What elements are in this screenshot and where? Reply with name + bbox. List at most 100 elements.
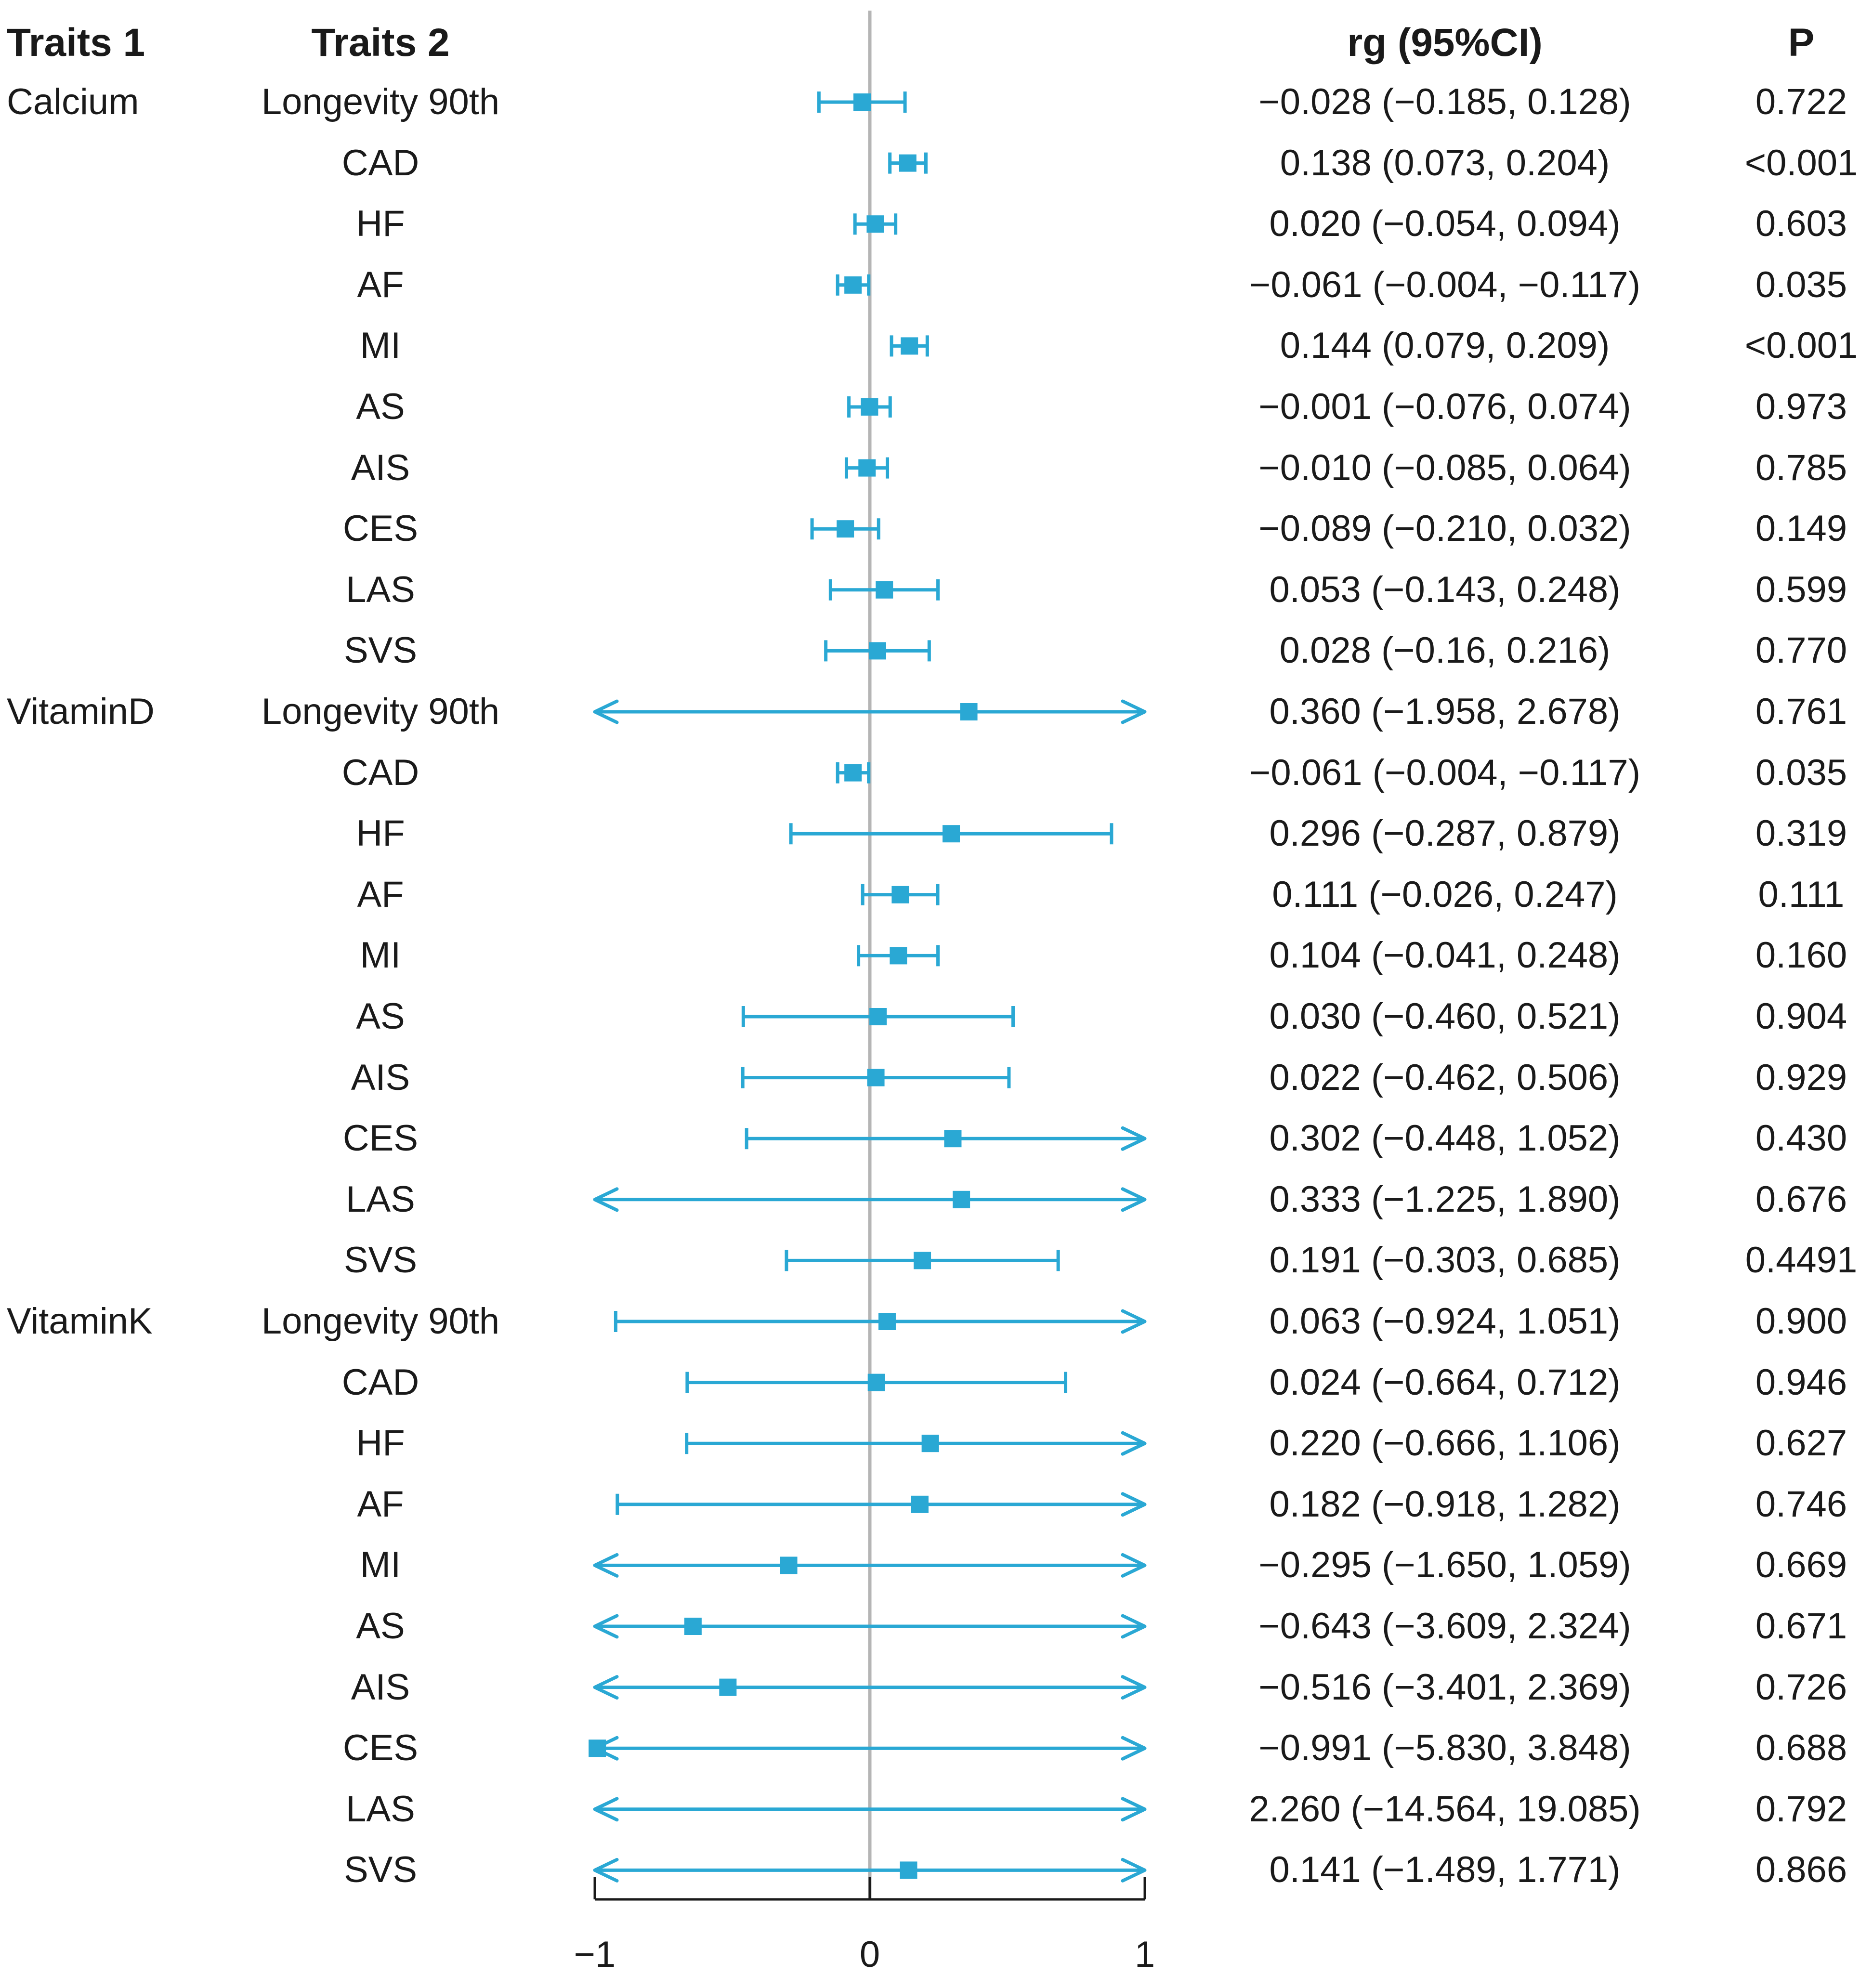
p-value-label: 0.669: [1755, 1544, 1847, 1586]
rg-ci-label: −0.028 (−0.185, 0.128): [1258, 81, 1631, 122]
point-estimate-marker: [900, 1861, 917, 1879]
header-traits1: Traits 1: [7, 21, 145, 65]
trait2-label: CES: [342, 1727, 419, 1769]
point-estimate-marker: [943, 825, 960, 843]
rg-ci-label: −0.991 (−5.830, 3.848): [1258, 1727, 1631, 1769]
ci-right-arrow: [1121, 1553, 1147, 1578]
ci-right-arrow: [1121, 1431, 1147, 1456]
trait2-label: LAS: [346, 1788, 415, 1830]
rg-ci-label: 0.302 (−0.448, 1.052): [1269, 1118, 1621, 1159]
trait2-label: CAD: [341, 142, 419, 183]
p-value-label: 0.785: [1755, 447, 1847, 488]
rg-ci-label: 0.028 (−0.16, 0.216): [1279, 630, 1611, 671]
x-tick-label: 1: [1135, 1934, 1155, 1975]
p-value-label: 0.319: [1755, 813, 1847, 854]
trait2-label: MI: [360, 1544, 401, 1586]
ci-left-arrow: [593, 1614, 619, 1639]
ci-left-arrow: [593, 1797, 619, 1822]
p-value-label: 0.688: [1755, 1727, 1847, 1769]
point-estimate-marker: [921, 1435, 939, 1452]
trait2-label: AS: [356, 1606, 405, 1647]
rg-ci-label: 0.022 (−0.462, 0.506): [1269, 1057, 1621, 1098]
point-estimate-marker: [684, 1618, 702, 1635]
ci-right-arrow: [1121, 1614, 1147, 1639]
trait1-label: Calcium: [7, 81, 139, 122]
p-value-label: 0.035: [1755, 752, 1847, 793]
trait2-label: CES: [342, 508, 419, 549]
p-value-label: 0.035: [1755, 264, 1847, 305]
trait2-label: HF: [356, 203, 405, 245]
trait2-label: SVS: [343, 1240, 418, 1281]
rg-ci-label: 0.030 (−0.460, 0.521): [1269, 996, 1621, 1037]
rg-ci-label: 2.260 (−14.564, 19.085): [1249, 1788, 1641, 1830]
rg-ci-label: 0.141 (−1.489, 1.771): [1269, 1849, 1621, 1891]
point-estimate-marker: [911, 1495, 929, 1513]
p-value-label: 0.946: [1755, 1361, 1847, 1403]
p-value-label: 0.676: [1755, 1178, 1847, 1220]
point-estimate-marker: [867, 1373, 885, 1391]
trait2-label: MI: [360, 935, 401, 976]
trait1-label: VitaminK: [7, 1301, 153, 1342]
p-value-label: 0.603: [1755, 203, 1847, 245]
trait2-label: SVS: [343, 1849, 418, 1891]
p-value-label: 0.866: [1755, 1849, 1847, 1891]
trait2-label: AIS: [351, 447, 410, 488]
ci-left-arrow: [593, 1857, 619, 1883]
rg-ci-label: 0.296 (−0.287, 0.879): [1269, 813, 1621, 854]
trait2-label: AF: [357, 874, 404, 915]
point-estimate-marker: [899, 154, 917, 172]
point-estimate-marker: [878, 1313, 896, 1330]
rg-ci-label: −0.295 (−1.650, 1.059): [1258, 1544, 1631, 1586]
point-estimate-marker: [719, 1678, 737, 1696]
p-value-label: 0.792: [1755, 1788, 1847, 1830]
point-estimate-marker: [944, 1130, 962, 1148]
rg-ci-label: −0.010 (−0.085, 0.064): [1258, 447, 1631, 488]
ci-left-arrow: [593, 1187, 619, 1212]
point-estimate-marker: [890, 947, 907, 965]
p-value-label: 0.671: [1755, 1606, 1847, 1647]
trait2-label: Longevity 90th: [261, 1301, 500, 1342]
rg-ci-label: 0.138 (0.073, 0.204): [1280, 142, 1610, 183]
rg-ci-label: −0.061 (−0.004, −0.117): [1249, 752, 1641, 793]
p-value-label: 0.904: [1755, 996, 1847, 1037]
p-value-label: 0.929: [1755, 1057, 1847, 1098]
point-estimate-marker: [901, 337, 918, 355]
rg-ci-label: 0.220 (−0.666, 1.106): [1269, 1423, 1621, 1464]
x-tick-label: −1: [574, 1934, 616, 1975]
point-estimate-marker: [837, 520, 854, 538]
rg-ci-label: 0.191 (−0.303, 0.685): [1269, 1240, 1621, 1281]
trait2-label: CES: [342, 1118, 419, 1159]
point-estimate-marker: [960, 703, 978, 720]
point-estimate-marker: [867, 1069, 885, 1086]
trait2-label: MI: [360, 325, 401, 366]
header-traits2: Traits 2: [311, 21, 450, 65]
ci-right-arrow: [1121, 1126, 1147, 1151]
point-estimate-marker: [844, 276, 862, 294]
point-estimate-marker: [780, 1556, 798, 1574]
p-value-label: 0.722: [1755, 81, 1847, 122]
rg-ci-label: 0.104 (−0.041, 0.248): [1269, 935, 1621, 976]
point-estimate-marker: [853, 93, 871, 111]
p-value-label: 0.149: [1755, 508, 1847, 549]
ci-right-arrow: [1121, 1797, 1147, 1822]
trait2-label: HF: [356, 813, 405, 854]
ci-left-arrow: [593, 699, 619, 724]
point-estimate-marker: [914, 1252, 931, 1269]
p-value-label: 0.726: [1755, 1666, 1847, 1708]
p-value-label: 0.599: [1755, 569, 1847, 610]
ci-right-arrow: [1121, 1857, 1147, 1883]
ci-right-arrow: [1121, 1675, 1147, 1700]
p-value-label: <0.001: [1744, 142, 1858, 183]
p-value-label: 0.746: [1755, 1483, 1847, 1525]
rg-ci-label: −0.061 (−0.004, −0.117): [1249, 264, 1641, 305]
point-estimate-marker: [858, 459, 876, 477]
trait2-label: AS: [356, 386, 405, 427]
point-estimate-marker: [868, 642, 886, 660]
rg-ci-label: 0.360 (−1.958, 2.678): [1269, 691, 1621, 732]
rg-ci-label: 0.020 (−0.054, 0.094): [1269, 203, 1621, 245]
x-tick-label: 0: [860, 1934, 880, 1975]
rg-ci-label: −0.516 (−3.401, 2.369): [1258, 1666, 1631, 1708]
p-value-label: 0.973: [1755, 386, 1847, 427]
